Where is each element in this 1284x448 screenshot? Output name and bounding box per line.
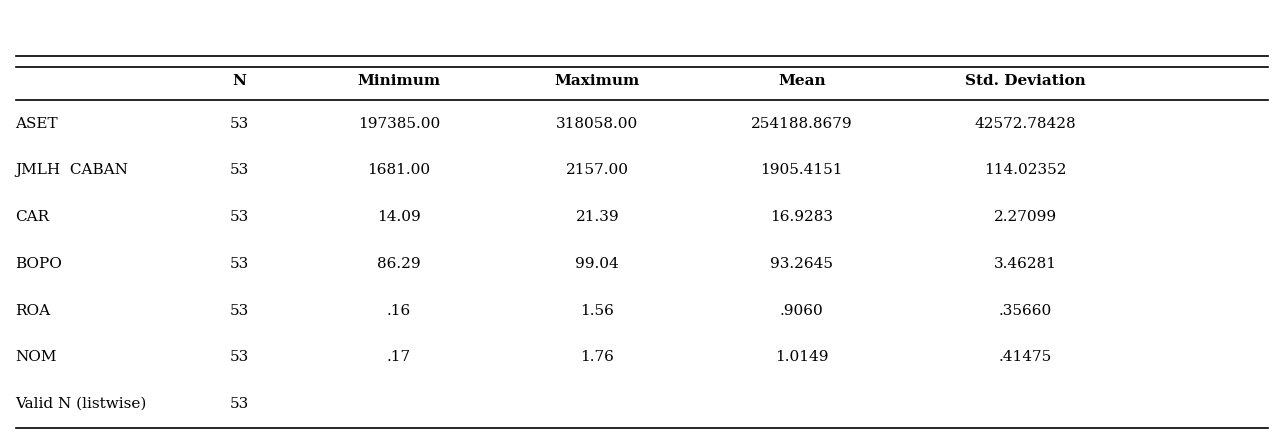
Text: 93.2645: 93.2645	[770, 257, 833, 271]
Text: 1.56: 1.56	[580, 304, 614, 318]
Text: 1.0149: 1.0149	[776, 350, 828, 364]
Text: 99.04: 99.04	[575, 257, 619, 271]
Text: .35660: .35660	[999, 304, 1052, 318]
Text: 2157.00: 2157.00	[566, 163, 629, 177]
Text: 53: 53	[230, 163, 249, 177]
Text: ASET: ASET	[15, 116, 58, 130]
Text: 1.76: 1.76	[580, 350, 614, 364]
Text: .16: .16	[386, 304, 411, 318]
Text: 114.02352: 114.02352	[985, 163, 1067, 177]
Text: ROA: ROA	[15, 304, 50, 318]
Text: 3.46281: 3.46281	[994, 257, 1057, 271]
Text: 53: 53	[230, 116, 249, 130]
Text: 254188.8679: 254188.8679	[751, 116, 853, 130]
Text: 53: 53	[230, 304, 249, 318]
Text: Std. Deviation: Std. Deviation	[966, 74, 1086, 88]
Text: .17: .17	[386, 350, 411, 364]
Text: Mean: Mean	[778, 74, 826, 88]
Text: 21.39: 21.39	[575, 210, 619, 224]
Text: CAR: CAR	[15, 210, 50, 224]
Text: JMLH  CABAN: JMLH CABAN	[15, 163, 128, 177]
Text: 42572.78428: 42572.78428	[975, 116, 1076, 130]
Text: 1905.4151: 1905.4151	[760, 163, 844, 177]
Text: 86.29: 86.29	[377, 257, 421, 271]
Text: 14.09: 14.09	[377, 210, 421, 224]
Text: NOM: NOM	[15, 350, 56, 364]
Text: 318058.00: 318058.00	[556, 116, 638, 130]
Text: BOPO: BOPO	[15, 257, 63, 271]
Text: 53: 53	[230, 257, 249, 271]
Text: .41475: .41475	[999, 350, 1052, 364]
Text: 53: 53	[230, 350, 249, 364]
Text: 53: 53	[230, 210, 249, 224]
Text: 197385.00: 197385.00	[358, 116, 440, 130]
Text: 16.9283: 16.9283	[770, 210, 833, 224]
Text: 1681.00: 1681.00	[367, 163, 430, 177]
Text: Minimum: Minimum	[357, 74, 440, 88]
Text: N: N	[232, 74, 247, 88]
Text: 2.27099: 2.27099	[994, 210, 1057, 224]
Text: 53: 53	[230, 397, 249, 411]
Text: .9060: .9060	[779, 304, 823, 318]
Text: Valid N (listwise): Valid N (listwise)	[15, 397, 146, 411]
Text: Maximum: Maximum	[555, 74, 639, 88]
